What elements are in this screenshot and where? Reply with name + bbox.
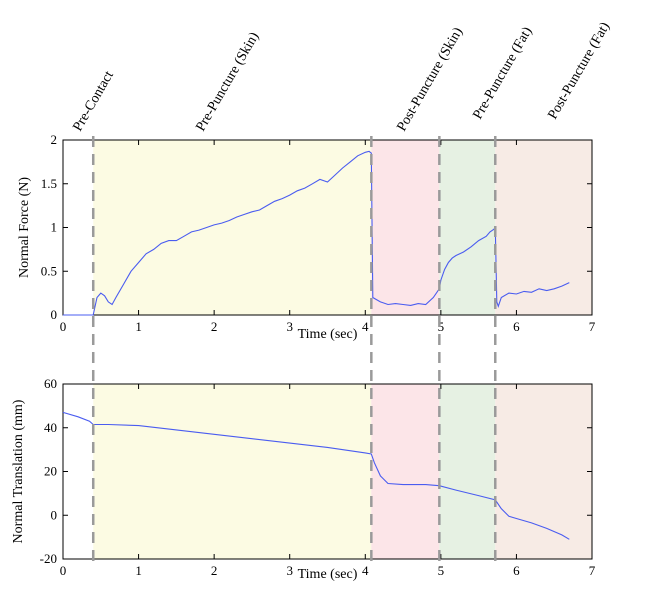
phase-region-2 — [439, 140, 496, 315]
x-tick-label: 2 — [211, 563, 218, 578]
y-axis-label: Normal Force (N) — [17, 177, 32, 278]
x-tick-label: 0 — [60, 319, 67, 334]
y-tick-label: 0 — [51, 307, 58, 322]
x-tick-label: 2 — [211, 319, 218, 334]
series-line — [62, 411, 570, 540]
x-tick-label: 3 — [286, 319, 293, 334]
y-tick-label: 60 — [44, 376, 57, 391]
x-tick-label: 4 — [362, 319, 369, 334]
x-axis-label: Time (sec) — [298, 327, 358, 342]
phase-region-3 — [495, 384, 592, 559]
y-tick-label: 2 — [51, 132, 58, 147]
x-tick-label: 7 — [589, 563, 596, 578]
phase-labels: Pre-Contact Pre-Puncture (Skin) Post-Pun… — [70, 20, 613, 134]
y-tick-label: 1 — [51, 220, 58, 235]
x-tick-label: 5 — [438, 319, 445, 334]
phase-region-2 — [439, 384, 496, 559]
x-tick-label: 1 — [135, 563, 142, 578]
y-tick-label: 0 — [51, 507, 58, 522]
y-tick-label: 20 — [44, 464, 57, 479]
phase-label-post-puncture-fat: Post-Puncture (Fat) — [545, 20, 613, 122]
x-tick-label: 6 — [513, 563, 520, 578]
phase-label-pre-contact: Pre-Contact — [70, 68, 116, 134]
y-tick-label: -20 — [40, 551, 57, 566]
y-tick-label: 1.5 — [41, 176, 57, 191]
y-tick-label: 40 — [44, 420, 57, 435]
phase-label-post-puncture-skin: Post-Puncture (Skin) — [394, 25, 466, 134]
force-panel: 0 1 2 3 4 5 6 7 0 0.5 1 1.5 2 Time (sec) Normal Force … — [17, 132, 596, 342]
x-tick-label: 3 — [286, 563, 293, 578]
phase-region-3 — [495, 140, 592, 315]
x-axis-label: Time (sec) — [298, 567, 358, 582]
phase-region-1 — [371, 384, 440, 559]
x-tick-label: 6 — [513, 319, 520, 334]
x-tick-label: 7 — [589, 319, 596, 334]
x-tick-label: 1 — [135, 319, 142, 334]
phase-region-1 — [371, 140, 440, 315]
x-tick-label: 5 — [438, 563, 445, 578]
phase-label-pre-puncture-skin: Pre-Puncture (Skin) — [193, 30, 262, 134]
phase-region-0 — [93, 384, 372, 559]
y-axis-label: Normal Translation (mm) — [11, 399, 26, 543]
x-tick-label: 4 — [362, 563, 369, 578]
phase-label-pre-puncture-fat: Pre-Puncture (Fat) — [470, 24, 535, 122]
y-tick-label: 0.5 — [41, 263, 57, 278]
x-tick-label: 0 — [60, 563, 67, 578]
phase-region-0 — [93, 140, 372, 315]
